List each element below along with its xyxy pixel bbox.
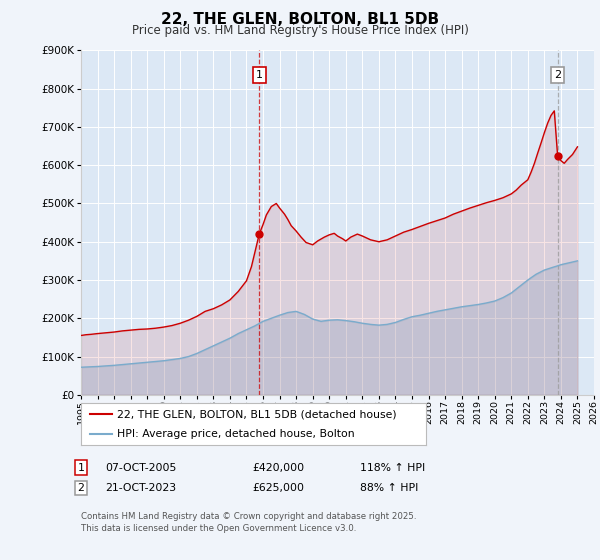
Text: HPI: Average price, detached house, Bolton: HPI: Average price, detached house, Bolt… xyxy=(117,430,355,439)
Text: Contains HM Land Registry data © Crown copyright and database right 2025.
This d: Contains HM Land Registry data © Crown c… xyxy=(81,512,416,533)
Text: 2: 2 xyxy=(554,70,561,80)
Text: 22, THE GLEN, BOLTON, BL1 5DB (detached house): 22, THE GLEN, BOLTON, BL1 5DB (detached … xyxy=(117,409,397,419)
Text: 1: 1 xyxy=(77,463,85,473)
Text: 88% ↑ HPI: 88% ↑ HPI xyxy=(360,483,418,493)
Text: £625,000: £625,000 xyxy=(252,483,304,493)
Text: 1: 1 xyxy=(256,70,263,80)
Text: 07-OCT-2005: 07-OCT-2005 xyxy=(105,463,176,473)
Text: 2: 2 xyxy=(77,483,85,493)
Text: 21-OCT-2023: 21-OCT-2023 xyxy=(105,483,176,493)
Text: 118% ↑ HPI: 118% ↑ HPI xyxy=(360,463,425,473)
Text: Price paid vs. HM Land Registry's House Price Index (HPI): Price paid vs. HM Land Registry's House … xyxy=(131,24,469,36)
Text: 22, THE GLEN, BOLTON, BL1 5DB: 22, THE GLEN, BOLTON, BL1 5DB xyxy=(161,12,439,27)
Text: £420,000: £420,000 xyxy=(252,463,304,473)
